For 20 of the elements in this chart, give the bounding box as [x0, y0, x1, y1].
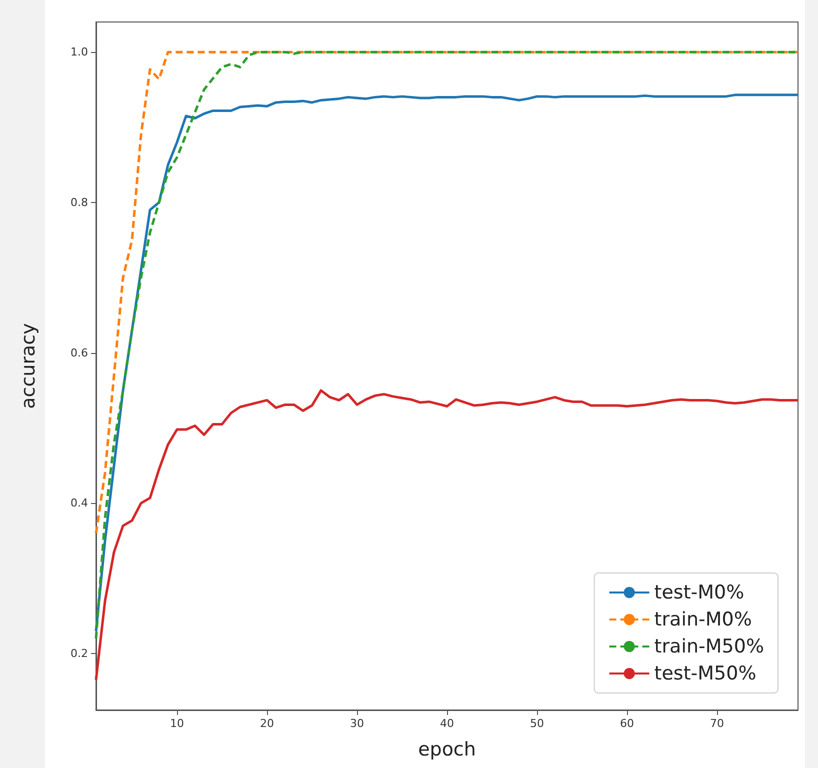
x-tick-label: 10	[170, 717, 184, 730]
x-axis-title: epoch	[418, 738, 476, 760]
y-tick-label: 1.0	[70, 46, 88, 59]
y-axis-title: accuracy	[18, 323, 40, 409]
y-tick-label: 0.2	[70, 647, 88, 660]
legend-label: train-M0%	[654, 608, 752, 630]
x-tick-label: 40	[440, 717, 454, 730]
x-tick-label: 20	[260, 717, 274, 730]
x-tick-label: 50	[530, 717, 544, 730]
x-tick-label: 70	[710, 717, 724, 730]
legend-label: test-M50%	[654, 662, 756, 684]
legend-label: test-M0%	[654, 582, 744, 604]
x-tick-label: 30	[350, 717, 364, 730]
legend-label: train-M50%	[654, 636, 764, 658]
y-tick-label: 0.4	[70, 496, 88, 510]
x-tick-label: 60	[620, 717, 634, 730]
y-tick-label: 0.6	[70, 346, 88, 360]
line-series	[94, 389, 800, 682]
y-tick-label: 0.8	[70, 196, 88, 209]
line-series	[94, 50, 800, 535]
